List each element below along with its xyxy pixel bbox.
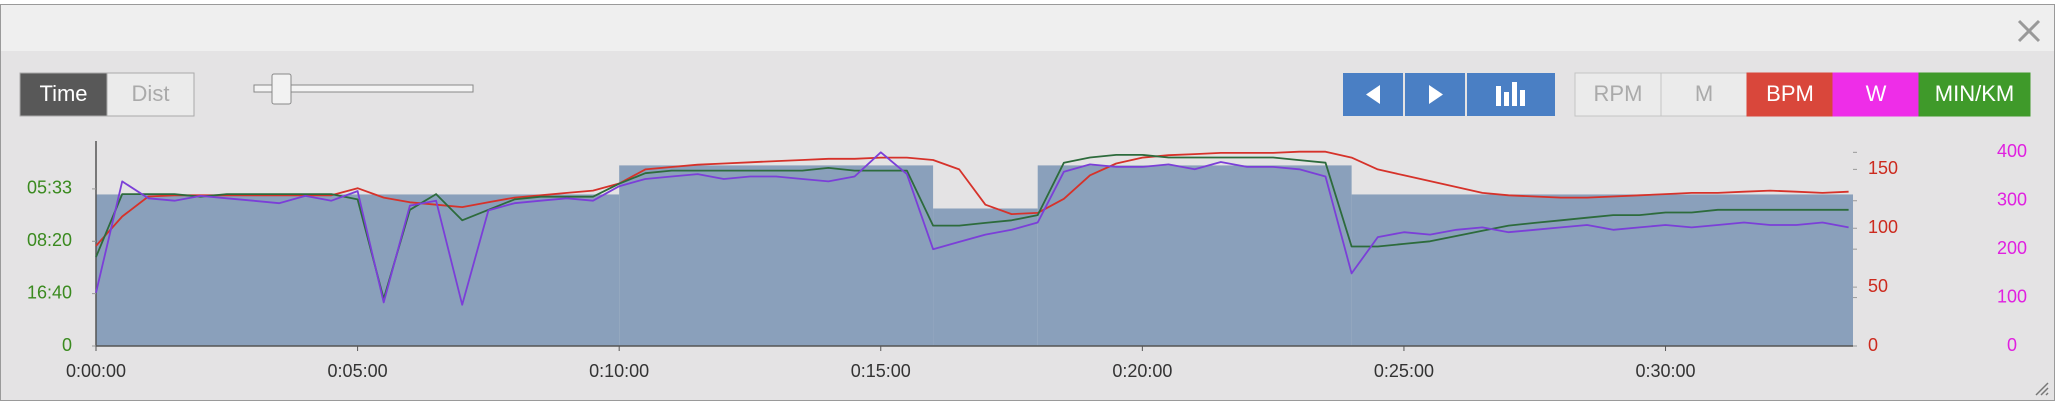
target-block	[933, 208, 1038, 346]
series-button-label: MIN/KM	[1935, 81, 2014, 106]
metric-button-label: RPM	[1594, 81, 1643, 106]
yticks-label: 16:40	[27, 282, 72, 302]
x-tick-label: 0:25:00	[1374, 361, 1434, 381]
series-line	[95, 150, 1849, 247]
series-button-label: W	[1866, 81, 1887, 106]
target-block	[1037, 165, 1352, 346]
x-tick-label: 0:30:00	[1635, 361, 1695, 381]
yticks-label: 0	[62, 335, 72, 355]
bars-icon	[1496, 82, 1525, 106]
target-block	[1351, 194, 1853, 346]
series-line	[95, 151, 1849, 306]
y3ticks-label: 400	[1997, 141, 2027, 161]
slider-track	[253, 84, 474, 93]
x-tick-label: 0:00:00	[66, 361, 126, 381]
zoom-slider[interactable]	[253, 73, 474, 105]
series-button-label: BPM	[1766, 81, 1814, 106]
yticks-label: 05:33	[27, 178, 72, 198]
target-block	[619, 165, 934, 346]
y2ticks-label: 150	[1868, 158, 1898, 178]
x-tick-label: 0:10:00	[589, 361, 649, 381]
x-tick-label: 0:20:00	[1112, 361, 1172, 381]
series-button[interactable]	[1918, 72, 2031, 117]
y2ticks-label: 50	[1868, 276, 1888, 296]
y3ticks-label: 200	[1997, 238, 2027, 258]
mode-button-label: Dist	[132, 81, 170, 106]
y3ticks-label: 300	[1997, 189, 2027, 209]
slider-thumb[interactable]	[271, 73, 292, 105]
x-tick-label: 0:05:00	[328, 361, 388, 381]
target-block	[96, 194, 620, 346]
mode-button-label: Time	[39, 81, 87, 106]
metric-button[interactable]	[1660, 72, 1748, 117]
chart-toggle-button[interactable]	[1467, 73, 1555, 116]
title-bar	[1, 5, 2054, 51]
yticks-label: 08:20	[27, 230, 72, 250]
prev-icon	[1366, 85, 1380, 104]
y2ticks-label: 0	[1868, 335, 1878, 355]
series-button[interactable]	[1832, 72, 1920, 117]
metric-button[interactable]	[1574, 72, 1662, 117]
y3ticks-label: 0	[2007, 335, 2017, 355]
series-button[interactable]	[1746, 72, 1834, 117]
y2ticks-label: 100	[1868, 217, 1898, 237]
y3ticks-label: 100	[1997, 286, 2027, 306]
close-button[interactable]	[2017, 19, 2041, 43]
metric-button-label: M	[1695, 81, 1713, 106]
mode-button[interactable]	[106, 72, 195, 117]
x-tick-label: 0:15:00	[851, 361, 911, 381]
next-icon	[1429, 85, 1443, 104]
resize-handle	[2035, 382, 2049, 396]
mode-button[interactable]	[19, 72, 108, 117]
nav-buttons	[1343, 73, 1555, 116]
